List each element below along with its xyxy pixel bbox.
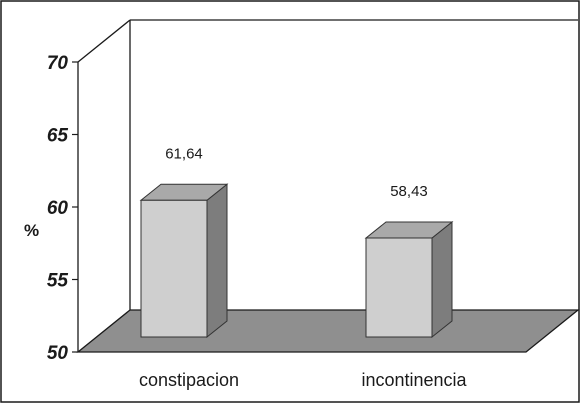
side-wall-top-edge xyxy=(77,19,131,63)
data-label: 61,64 xyxy=(165,145,203,162)
y-tick-label: 55 xyxy=(47,271,69,292)
chart-bars xyxy=(139,183,454,339)
y-tick-label: 60 xyxy=(47,198,69,219)
bar-side xyxy=(206,183,228,339)
data-labels: 61,64 58,43 xyxy=(165,145,428,200)
y-axis-ticks: 50 55 60 65 70 xyxy=(47,53,78,364)
category-label: constipacion xyxy=(139,370,239,390)
y-axis-label: % xyxy=(24,221,39,240)
x-axis-categories: constipacion incontinencia xyxy=(139,370,468,390)
y-tick-label: 70 xyxy=(47,53,69,74)
bar-front xyxy=(365,237,433,338)
y-tick-label: 65 xyxy=(47,126,69,147)
y-tick-label: 50 xyxy=(47,343,69,364)
category-label: incontinencia xyxy=(361,370,467,390)
data-label: 58,43 xyxy=(390,183,428,200)
bar-front xyxy=(140,199,208,338)
bar-side xyxy=(431,220,453,339)
